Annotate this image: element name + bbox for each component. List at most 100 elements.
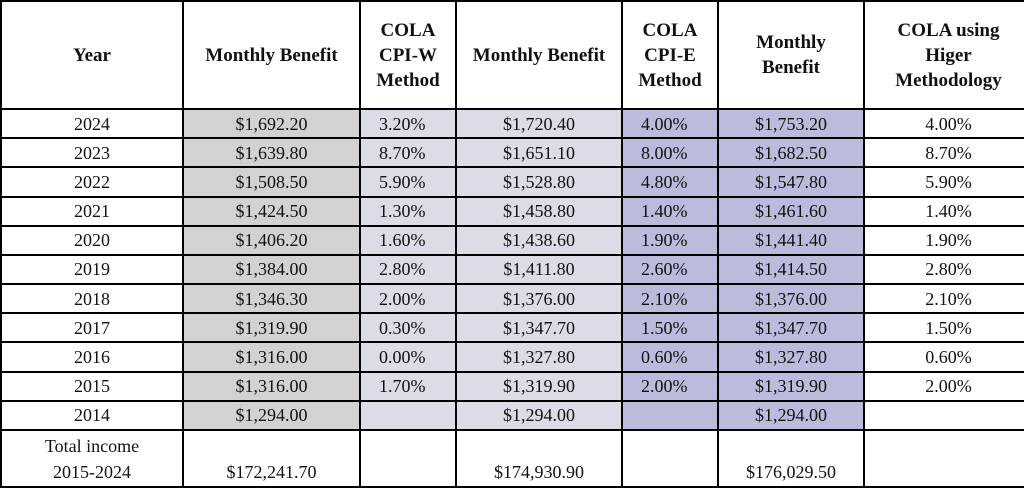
cell-cola-cpie: 1.40% — [623, 197, 717, 225]
cell-cola-cpiw: 1.60% — [361, 226, 455, 254]
table-row: 2015 $1,316.00 1.70% $1,319.90 2.00% $1,319.9… — [2, 372, 1024, 400]
cell-benefit-cpiw: $1,508.50 — [184, 168, 359, 196]
cell-benefit-higher: $1,376.00 — [719, 285, 863, 313]
cell-benefit-higher: $1,682.50 — [719, 139, 863, 167]
table-body: 2024 $1,692.20 3.20% $1,720.40 4.00% $1,753.2… — [2, 110, 1024, 429]
header-monthly-benefit-cpie-col: Monthly Benefit — [457, 2, 621, 108]
cell-cola-cpiw: 2.00% — [361, 285, 455, 313]
cell-year: 2017 — [2, 314, 182, 342]
cell-benefit-higher: $1,441.40 — [719, 226, 863, 254]
cell-benefit-cpie-col: $1,327.80 — [457, 343, 621, 371]
cell-cola-higher: 1.40% — [865, 197, 1024, 225]
header-monthly-benefit-higher: Monthly Benefit — [719, 2, 863, 108]
cell-cola-higher: 1.90% — [865, 226, 1024, 254]
table-row: 2017 $1,319.90 0.30% $1,347.70 1.50% $1,347.7… — [2, 314, 1024, 342]
cell-year: 2023 — [2, 139, 182, 167]
table-row: 2016 $1,316.00 0.00% $1,327.80 0.60% $1,327.8… — [2, 343, 1024, 371]
cell-benefit-cpiw: $1,346.30 — [184, 285, 359, 313]
cell-benefit-cpie-col: $1,347.70 — [457, 314, 621, 342]
table-row: 2014 $1,294.00 $1,294.00 $1,294.00 — [2, 401, 1024, 429]
cell-cola-higher: 4.00% — [865, 110, 1024, 138]
cell-year: 2015 — [2, 372, 182, 400]
cell-benefit-higher: $1,547.80 — [719, 168, 863, 196]
cell-cola-cpiw: 2.80% — [361, 255, 455, 284]
cell-benefit-cpie-col: $1,438.60 — [457, 226, 621, 254]
header-cola-cpie: COLA CPI-E Method — [623, 2, 717, 108]
cell-year: 2024 — [2, 110, 182, 138]
cell-cola-cpie: 1.50% — [623, 314, 717, 342]
cell-cola-higher: 5.90% — [865, 168, 1024, 196]
cell-cola-cpie: 2.60% — [623, 255, 717, 284]
cell-benefit-higher: $1,461.60 — [719, 197, 863, 225]
cell-cola-cpie: 4.80% — [623, 168, 717, 196]
cell-benefit-cpie-col: $1,411.80 — [457, 255, 621, 284]
cell-cola-higher: 2.10% — [865, 285, 1024, 313]
cell-benefit-cpie-col: $1,319.90 — [457, 372, 621, 400]
cell-year: 2020 — [2, 226, 182, 254]
cell-cola-cpiw: 1.30% — [361, 197, 455, 225]
cell-cola-cpie — [623, 401, 717, 429]
cell-benefit-cpiw: $1,384.00 — [184, 255, 359, 284]
total-benefit-higher: $176,029.50 — [719, 431, 863, 486]
cell-year: 2019 — [2, 255, 182, 284]
cell-cola-higher: 0.60% — [865, 343, 1024, 371]
cell-year: 2014 — [2, 401, 182, 429]
cell-benefit-cpiw: $1,319.90 — [184, 314, 359, 342]
table-row: 2019 $1,384.00 2.80% $1,411.80 2.60% $1,414.5… — [2, 255, 1024, 284]
cell-cola-cpiw: 3.20% — [361, 110, 455, 138]
total-benefit-cpie-col: $174,930.90 — [457, 431, 621, 486]
cell-year: 2018 — [2, 285, 182, 313]
cell-year: 2022 — [2, 168, 182, 196]
table-row: 2018 $1,346.30 2.00% $1,376.00 2.10% $1,376.0… — [2, 285, 1024, 313]
total-cola-higher — [865, 431, 1024, 486]
table-row: 2022 $1,508.50 5.90% $1,528.80 4.80% $1,547.8… — [2, 168, 1024, 196]
cell-benefit-cpiw: $1,424.50 — [184, 197, 359, 225]
cell-cola-cpiw — [361, 401, 455, 429]
cell-benefit-cpie-col: $1,720.40 — [457, 110, 621, 138]
cell-benefit-cpiw: $1,294.00 — [184, 401, 359, 429]
header-year: Year — [2, 2, 182, 108]
cell-benefit-cpiw: $1,639.80 — [184, 139, 359, 167]
cell-cola-higher: 2.00% — [865, 372, 1024, 400]
cell-benefit-cpie-col: $1,294.00 — [457, 401, 621, 429]
cell-benefit-cpie-col: $1,458.80 — [457, 197, 621, 225]
cell-year: 2016 — [2, 343, 182, 371]
total-cola-cpiw — [361, 431, 455, 486]
cell-benefit-higher: $1,294.00 — [719, 401, 863, 429]
cell-benefit-cpie-col: $1,528.80 — [457, 168, 621, 196]
cell-cola-higher: 1.50% — [865, 314, 1024, 342]
total-label: Total income 2015-2024 — [2, 431, 182, 486]
header-monthly-benefit-cpiw: Monthly Benefit — [184, 2, 359, 108]
cell-cola-cpie: 8.00% — [623, 139, 717, 167]
total-cola-cpie — [623, 431, 717, 486]
cell-cola-higher: 8.70% — [865, 139, 1024, 167]
cell-cola-cpiw: 1.70% — [361, 372, 455, 400]
header-cola-higher-methodology: COLA using Higer Methodology — [865, 2, 1024, 108]
cell-cola-higher — [865, 401, 1024, 429]
cell-benefit-higher: $1,327.80 — [719, 343, 863, 371]
cell-cola-cpie: 4.00% — [623, 110, 717, 138]
cell-benefit-cpiw: $1,316.00 — [184, 372, 359, 400]
cell-cola-higher: 2.80% — [865, 255, 1024, 284]
table-row: 2023 $1,639.80 8.70% $1,651.10 8.00% $1,682.5… — [2, 139, 1024, 167]
total-benefit-cpiw: $172,241.70 — [184, 431, 359, 486]
header-cola-cpiw: COLA CPI-W Method — [361, 2, 455, 108]
header-row: Year Monthly Benefit COLA CPI-W Method M… — [2, 2, 1024, 108]
cell-year: 2021 — [2, 197, 182, 225]
table-row: 2020 $1,406.20 1.60% $1,438.60 1.90% $1,441.4… — [2, 226, 1024, 254]
cell-benefit-higher: $1,414.50 — [719, 255, 863, 284]
cell-benefit-higher: $1,347.70 — [719, 314, 863, 342]
cell-benefit-cpie-col: $1,376.00 — [457, 285, 621, 313]
cell-cola-cpie: 1.90% — [623, 226, 717, 254]
cell-cola-cpie: 2.00% — [623, 372, 717, 400]
cell-cola-cpiw: 0.30% — [361, 314, 455, 342]
cell-benefit-cpie-col: $1,651.10 — [457, 139, 621, 167]
cell-benefit-cpiw: $1,316.00 — [184, 343, 359, 371]
table-row: 2021 $1,424.50 1.30% $1,458.80 1.40% $1,461.6… — [2, 197, 1024, 225]
cell-benefit-cpiw: $1,406.20 — [184, 226, 359, 254]
cell-cola-cpie: 0.60% — [623, 343, 717, 371]
cell-benefit-cpiw: $1,692.20 — [184, 110, 359, 138]
cell-benefit-higher: $1,319.90 — [719, 372, 863, 400]
